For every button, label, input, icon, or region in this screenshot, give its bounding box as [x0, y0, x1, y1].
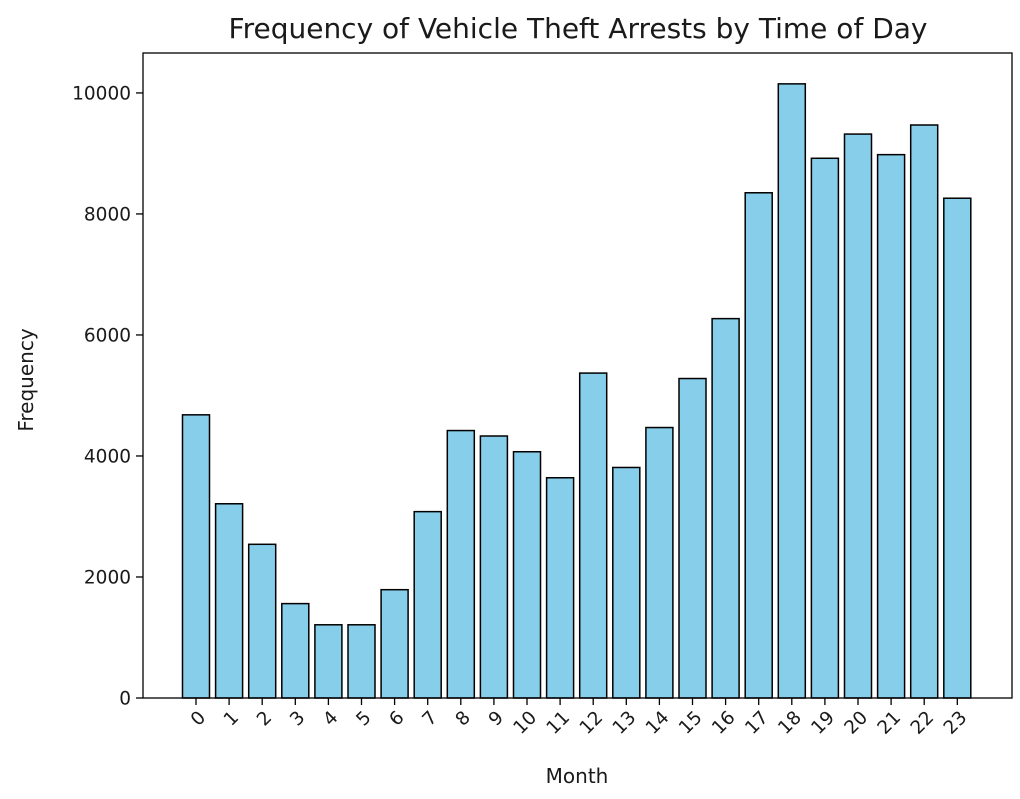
x-tick-label: 21 [874, 707, 905, 738]
y-axis-label: Frequency [14, 328, 38, 431]
chart-title: Frequency of Vehicle Theft Arrests by Ti… [229, 12, 928, 45]
bar-hour-15 [678, 377, 707, 699]
x-tick-label: 6 [385, 707, 408, 730]
bars-group [181, 83, 972, 699]
bar-hour-2 [247, 543, 277, 699]
bar-hour-21 [876, 153, 906, 699]
bar-hour-17 [744, 192, 773, 699]
x-tick-label: 22 [907, 707, 938, 738]
x-tick-label: 2 [253, 707, 276, 730]
x-tick-label: 17 [741, 707, 772, 738]
x-axis: 0 1 2 3 4 5 6 7 8 9 10 11 12 13 14 15 16 17 18 19 20 21 22 23 [187, 698, 971, 739]
bar-hour-19 [810, 157, 840, 699]
x-tick-label: 12 [576, 707, 607, 738]
x-tick-label: 0 [187, 707, 210, 730]
y-tick-label: 4000 [84, 446, 131, 467]
bar-hour-3 [281, 602, 310, 699]
x-tick-label: 16 [708, 707, 739, 738]
bar-hour-13 [612, 466, 641, 699]
x-tick-label: 15 [675, 707, 706, 738]
bar-hour-22 [909, 124, 939, 699]
x-tick-label: 5 [352, 707, 375, 730]
y-axis: 0 2000 4000 6000 8000 10000 [72, 83, 143, 710]
x-tick-label: 3 [286, 707, 309, 730]
bar-hour-12 [578, 372, 608, 699]
bar-hour-9 [479, 435, 509, 699]
bar-hour-5 [347, 624, 376, 699]
x-tick-label: 20 [841, 707, 872, 738]
bar-hour-14 [645, 426, 674, 699]
x-axis-label: Month [546, 764, 609, 788]
bar-hour-18 [777, 83, 807, 699]
bar-hour-0 [181, 414, 211, 699]
bar-hour-11 [545, 477, 575, 699]
bar-hour-16 [711, 317, 740, 699]
x-tick-label: 9 [485, 707, 508, 730]
y-tick-label: 0 [119, 689, 131, 710]
x-tick-label: 14 [642, 707, 673, 738]
bar-hour-8 [446, 429, 476, 699]
y-tick-label: 2000 [84, 567, 131, 588]
x-tick-label: 10 [510, 707, 541, 738]
bar-hour-6 [380, 588, 409, 699]
x-tick-label: 8 [452, 707, 475, 730]
y-tick-label: 8000 [84, 204, 131, 225]
x-tick-label: 1 [220, 707, 243, 730]
x-tick-label: 11 [543, 707, 574, 738]
bar-hour-20 [843, 133, 873, 699]
x-tick-label: 23 [940, 707, 971, 738]
bar-hour-7 [413, 510, 442, 699]
x-tick-label: 4 [319, 707, 342, 730]
y-tick-label: 6000 [84, 325, 131, 346]
bar-hour-10 [512, 450, 542, 699]
x-tick-label: 13 [609, 707, 640, 738]
bar-hour-1 [214, 503, 244, 699]
plot-frame [142, 52, 1013, 699]
x-tick-label: 7 [419, 707, 442, 730]
bar-hour-4 [314, 624, 343, 699]
x-tick-label: 18 [774, 707, 805, 738]
bar-hour-23 [943, 197, 972, 699]
y-tick-label: 10000 [72, 83, 131, 104]
x-tick-label: 19 [807, 707, 838, 738]
